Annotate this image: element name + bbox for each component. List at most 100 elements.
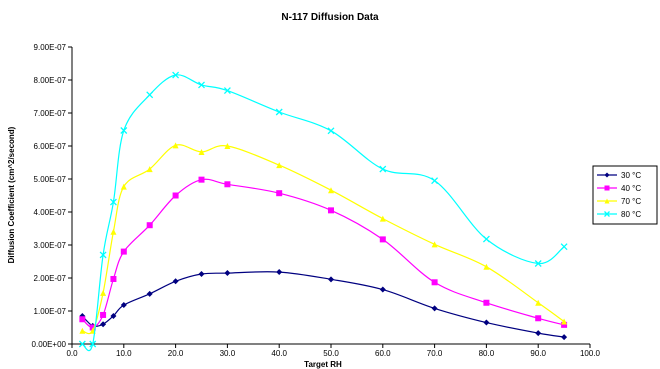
data-point xyxy=(431,305,438,312)
data-point xyxy=(223,87,231,95)
data-point xyxy=(110,275,117,282)
data-point xyxy=(379,215,386,222)
y-tick-label: 2.00E-07 xyxy=(34,274,67,283)
data-point xyxy=(482,235,490,243)
x-tick-label: 20.0 xyxy=(168,349,184,358)
legend-label: 30 °C xyxy=(621,171,641,180)
series-line xyxy=(81,178,565,329)
data-point xyxy=(561,318,568,325)
axes: 0.00E+00 1.00E-07 2.00E-07 3.00E-07 4.00E-07… xyxy=(32,43,601,358)
data-point xyxy=(483,299,490,306)
data-point xyxy=(431,279,438,286)
series-1 xyxy=(79,269,568,341)
data-point xyxy=(146,222,153,229)
y-tick-label: 0.00E+00 xyxy=(32,340,67,349)
data-point xyxy=(172,192,179,199)
data-point xyxy=(198,176,205,183)
y-tick-label: 3.00E-07 xyxy=(34,241,67,250)
data-point xyxy=(483,319,490,326)
data-point xyxy=(535,315,542,322)
data-point xyxy=(120,127,128,134)
data-point xyxy=(328,276,334,283)
legend-marker xyxy=(604,211,610,217)
x-axis-label: Target RH xyxy=(304,360,342,369)
y-tick-label: 5.00E-07 xyxy=(34,175,67,184)
legend-label: 80 °C xyxy=(621,210,641,219)
series-4 xyxy=(78,71,568,352)
x-tick-label: 70.0 xyxy=(427,349,443,358)
data-point xyxy=(431,241,438,248)
legend: 30 °C 40 °C 70 °C 80 °C xyxy=(592,165,658,225)
data-point xyxy=(120,183,127,190)
legend-marker xyxy=(604,198,610,204)
data-point xyxy=(100,311,107,318)
data-point xyxy=(146,290,153,297)
data-point xyxy=(224,143,231,149)
legend-label: 70 °C xyxy=(621,197,641,206)
x-tick-label: 80.0 xyxy=(479,349,495,358)
y-tick-label: 6.00E-07 xyxy=(34,142,67,151)
x-tick-label: 60.0 xyxy=(375,349,391,358)
series-layer xyxy=(78,71,568,352)
data-point xyxy=(110,312,117,319)
data-point xyxy=(172,278,179,285)
x-tick-label: 50.0 xyxy=(323,349,339,358)
legend-item: 30 °C xyxy=(597,171,641,180)
data-point xyxy=(109,198,117,206)
data-point xyxy=(328,207,334,214)
data-point xyxy=(198,81,205,89)
x-tick-label: 40.0 xyxy=(271,349,287,358)
data-point xyxy=(276,190,283,197)
data-point xyxy=(172,142,179,149)
series-3 xyxy=(79,142,568,335)
x-tick-label: 90.0 xyxy=(530,349,546,358)
data-point xyxy=(379,236,386,243)
data-point xyxy=(198,148,205,155)
legend-marker xyxy=(604,172,610,178)
data-point xyxy=(224,181,231,188)
data-point xyxy=(275,108,283,116)
data-point xyxy=(89,340,97,348)
data-point xyxy=(78,340,86,348)
x-tick-label: 30.0 xyxy=(220,349,236,358)
data-point xyxy=(224,270,231,277)
data-point xyxy=(146,91,154,99)
y-tick-label: 1.00E-07 xyxy=(34,307,67,316)
data-point xyxy=(561,321,568,328)
data-point xyxy=(89,324,96,331)
data-point xyxy=(198,271,205,278)
series-2 xyxy=(79,176,568,331)
data-point xyxy=(328,187,334,194)
data-point xyxy=(100,321,107,328)
y-axis-label: Diffusion Coefficient (cm^2/second) xyxy=(7,126,16,263)
data-point xyxy=(431,177,439,185)
legend-item: 70 °C xyxy=(597,197,641,206)
data-point xyxy=(535,330,542,337)
legend-item: 40 °C xyxy=(597,184,641,193)
legend-label: 40 °C xyxy=(621,184,641,193)
x-tick-label: 100.0 xyxy=(580,349,601,358)
data-point xyxy=(534,260,542,267)
y-tick-label: 8.00E-07 xyxy=(34,76,67,85)
data-point xyxy=(146,166,153,173)
data-point xyxy=(276,269,283,276)
y-tick-label: 7.00E-07 xyxy=(34,109,67,118)
data-point xyxy=(120,248,127,255)
data-point xyxy=(120,302,127,309)
data-point xyxy=(79,316,86,323)
y-tick-label: 9.00E-07 xyxy=(34,43,67,52)
x-tick-label: 10.0 xyxy=(116,349,132,358)
data-point xyxy=(110,228,117,235)
chart-title: N-117 Diffusion Data xyxy=(281,12,379,23)
data-point xyxy=(100,289,107,296)
data-point xyxy=(172,71,180,79)
legend-marker xyxy=(604,185,610,191)
data-point xyxy=(535,299,542,306)
data-point xyxy=(79,327,86,334)
data-point xyxy=(99,251,107,259)
data-point xyxy=(561,334,568,341)
series-line xyxy=(81,74,565,352)
series-line xyxy=(81,271,565,338)
